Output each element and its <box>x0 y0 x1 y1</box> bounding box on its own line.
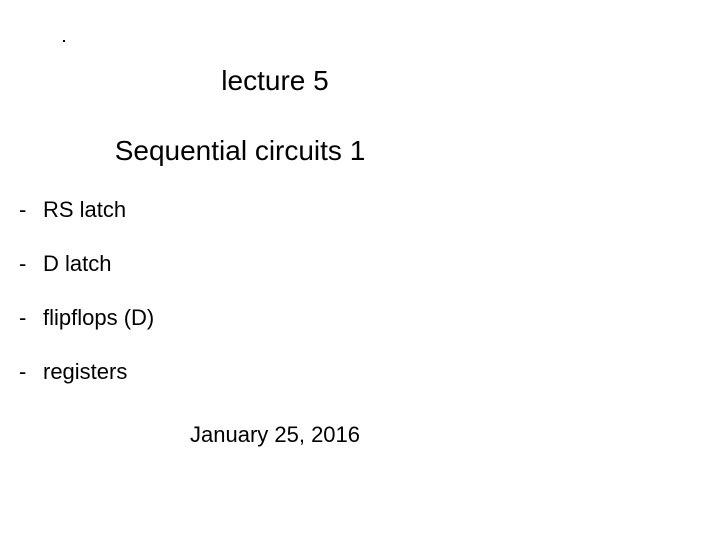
list-item-label: flipflops (D) <box>43 305 154 331</box>
bullet-dash: - <box>19 197 43 223</box>
list-item: - flipflops (D) <box>19 305 154 331</box>
list-item-label: RS latch <box>43 197 126 223</box>
decorative-dot <box>63 40 65 42</box>
topics-list: - RS latch - D latch - flipflops (D) - r… <box>19 197 154 413</box>
list-item: - D latch <box>19 251 154 277</box>
list-item-label: D latch <box>43 251 111 277</box>
list-item: - RS latch <box>19 197 154 223</box>
list-item: - registers <box>19 359 154 385</box>
lecture-date: January 25, 2016 <box>190 422 360 448</box>
list-item-label: registers <box>43 359 127 385</box>
bullet-dash: - <box>19 251 43 277</box>
lecture-title: lecture 5 <box>0 65 550 97</box>
lecture-subtitle: Sequential circuits 1 <box>0 135 480 167</box>
bullet-dash: - <box>19 305 43 331</box>
bullet-dash: - <box>19 359 43 385</box>
